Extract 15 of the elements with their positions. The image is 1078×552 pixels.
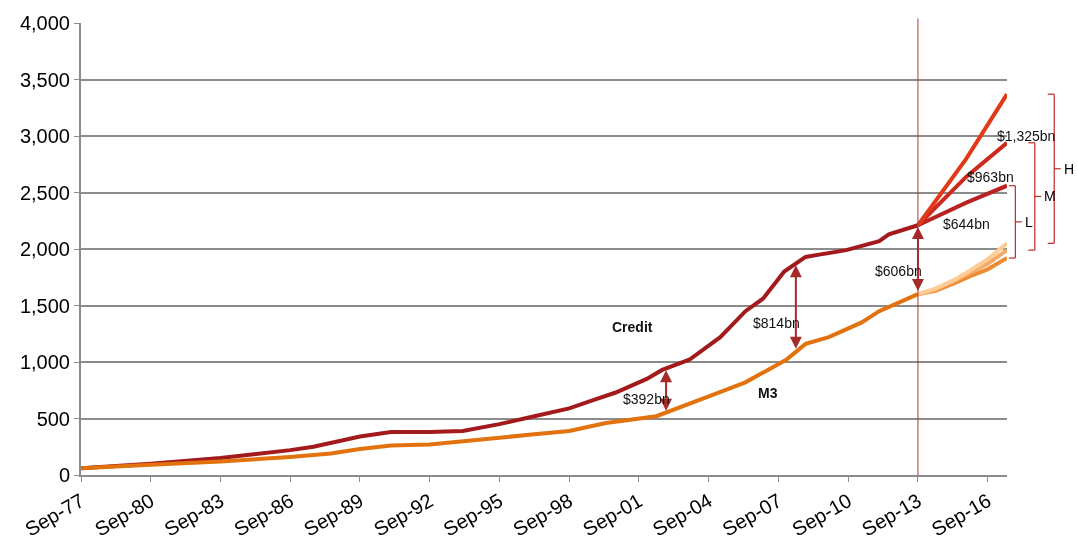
- annotation: $644bn: [943, 216, 990, 232]
- annotation: Credit: [612, 319, 653, 335]
- text: L: [1025, 214, 1033, 230]
- annotation: $963bn: [967, 169, 1014, 185]
- text: H: [1064, 161, 1075, 177]
- y-tick-label: 3,500: [19, 68, 70, 91]
- y-tick-label: 0: [58, 464, 70, 486]
- y-tick-label: 1,500: [19, 294, 70, 317]
- y-tick-label: 2,500: [19, 181, 70, 204]
- y-tick-label: 4,000: [19, 12, 70, 34]
- y-tick-label: 3,000: [19, 125, 70, 147]
- y-tick-label: 500: [36, 407, 70, 430]
- annotation: M3: [758, 385, 778, 401]
- y-tick-label: 1,000: [19, 351, 70, 373]
- y-tick-label: 2,000: [19, 238, 70, 260]
